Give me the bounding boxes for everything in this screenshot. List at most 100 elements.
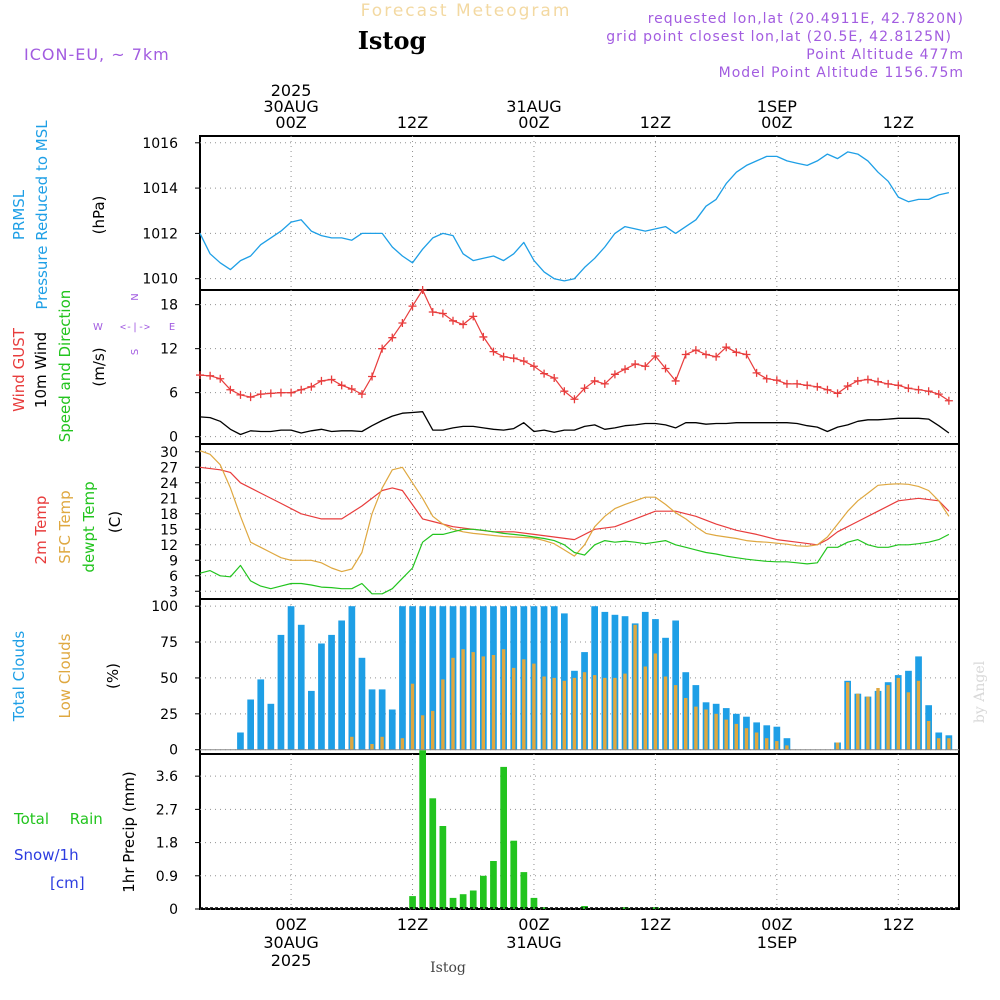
- gust-point: [428, 308, 437, 316]
- gust-point: [793, 379, 802, 388]
- rain-bar: [520, 872, 528, 909]
- wind-dir-label: Speed and Direction: [56, 290, 74, 443]
- total-cloud-bar: [378, 689, 386, 750]
- low-cloud-bar: [947, 738, 951, 750]
- gust-point: [772, 376, 781, 385]
- total-cloud-bar: [318, 643, 325, 750]
- total-cloud-bar: [247, 699, 254, 750]
- total-cloud-bar: [439, 606, 447, 750]
- low-cloud-bar: [684, 698, 688, 750]
- gust-point: [317, 376, 326, 385]
- clouds-unit-label: (%): [104, 663, 122, 689]
- low-cloud-bar: [562, 680, 566, 750]
- bottom-time-label: 00Z: [761, 915, 792, 934]
- model-name: ICON-EU, ~ 7km: [24, 45, 170, 64]
- rain-bar: [439, 826, 447, 909]
- gust-point: [742, 350, 751, 359]
- gust-point: [459, 320, 468, 329]
- gust-point: [560, 387, 569, 396]
- low-cloud-bar: [744, 728, 749, 750]
- precip-tick-label: 0: [169, 902, 178, 918]
- gust-point: [347, 385, 356, 393]
- gust-point: [337, 381, 346, 390]
- y-tick-labels: 1010101210141016061218369121518212427300…: [142, 136, 178, 918]
- low-cloud-bar: [582, 672, 587, 750]
- low-cloud-bar: [734, 723, 738, 750]
- low-cloud-bar: [552, 677, 556, 750]
- gust-point: [722, 343, 731, 352]
- total-cloud-bar: [237, 732, 244, 750]
- low-cloud-bar: [846, 682, 850, 750]
- bottom-time-label: 12Z: [640, 915, 671, 934]
- top-time-label: 00Z: [761, 113, 792, 132]
- gust-point: [934, 390, 943, 399]
- low-cloud-bar: [572, 677, 577, 750]
- gust-point: [691, 346, 700, 355]
- compass-rose: N W <-|-> E S: [93, 293, 175, 355]
- total-cloud-bar: [409, 606, 416, 750]
- bottom-time-label: 00Z: [275, 915, 306, 934]
- precip-frame: [199, 753, 960, 910]
- temp-tick-label: 3: [169, 584, 178, 600]
- total-cloud-bar: [348, 606, 356, 750]
- pressure-unit-label: (hPa): [90, 196, 108, 235]
- low-cloud-bar: [886, 685, 890, 750]
- rain-bar: [480, 875, 487, 909]
- temp-tick-label: 27: [160, 460, 178, 476]
- gust-point: [580, 384, 589, 393]
- t2m-line: [199, 466, 950, 546]
- low-cloud-bar: [623, 673, 627, 750]
- total-cloud-bar: [267, 703, 275, 750]
- gust-point: [803, 381, 812, 390]
- temp-tick-label: 9: [169, 553, 178, 569]
- gridpoint-coords: grid point closest lon,lat (20.5E, 42.81…: [606, 29, 952, 45]
- gust-point: [651, 352, 660, 360]
- requested-coords: requested lon,lat (20.4911E, 42.7820N): [648, 11, 964, 27]
- low-cloud-bar: [481, 656, 485, 750]
- gust-point: [712, 352, 721, 361]
- gust-point: [276, 388, 285, 397]
- total-cloud-bar: [308, 690, 315, 750]
- temp-tick-label: 21: [160, 491, 178, 507]
- gust-point: [398, 319, 407, 327]
- clouds-tick-label: 25: [160, 707, 178, 723]
- rain-bar: [581, 906, 588, 909]
- rain-bar: [459, 894, 467, 909]
- wind-tick-label: 12: [160, 342, 178, 358]
- low-cloud-bar: [380, 736, 384, 750]
- gust-point: [681, 350, 690, 359]
- gust-point: [479, 332, 488, 341]
- low-cloud-bar: [866, 696, 870, 750]
- low-cloud-bar: [451, 657, 455, 750]
- gust-point: [752, 368, 761, 377]
- low-cloud-bar: [896, 677, 900, 750]
- low-cloud-bar: [906, 692, 911, 750]
- low-cloud-bar: [633, 624, 637, 750]
- low-cloud-bar: [603, 677, 607, 750]
- pressure-line: [199, 151, 950, 282]
- top-time-label: 30AUG: [263, 97, 318, 116]
- watermark: by Angel: [972, 660, 988, 723]
- gust-point: [509, 354, 518, 363]
- dewpt-label: dewpt Temp: [80, 481, 98, 572]
- pressure-tick-label: 1016: [142, 136, 178, 152]
- total-cloud-bar: [257, 679, 265, 750]
- low-cloud-bar: [593, 675, 597, 750]
- gust-point: [853, 376, 862, 385]
- temp-tick-label: 30: [160, 445, 178, 461]
- gust-point: [570, 395, 579, 404]
- model-altitude: Model Point Altitude 1156.75m: [719, 65, 964, 81]
- total-cloud-bar: [773, 726, 781, 750]
- bottom-time-label: 30AUG: [263, 933, 318, 952]
- wind-speed-line: [199, 411, 950, 436]
- gust-point: [924, 387, 933, 396]
- low-cloud-bar: [775, 741, 779, 750]
- clouds-tick-label: 50: [160, 671, 178, 687]
- top-time-label: 31AUG: [506, 97, 561, 116]
- low-cloud-bar: [916, 680, 921, 750]
- low-cloud-bar: [522, 659, 526, 750]
- gust-point: [287, 388, 296, 397]
- bottom-time-label: 2025: [271, 951, 312, 970]
- gust-point: [529, 362, 538, 371]
- location-name: Istog: [358, 26, 427, 55]
